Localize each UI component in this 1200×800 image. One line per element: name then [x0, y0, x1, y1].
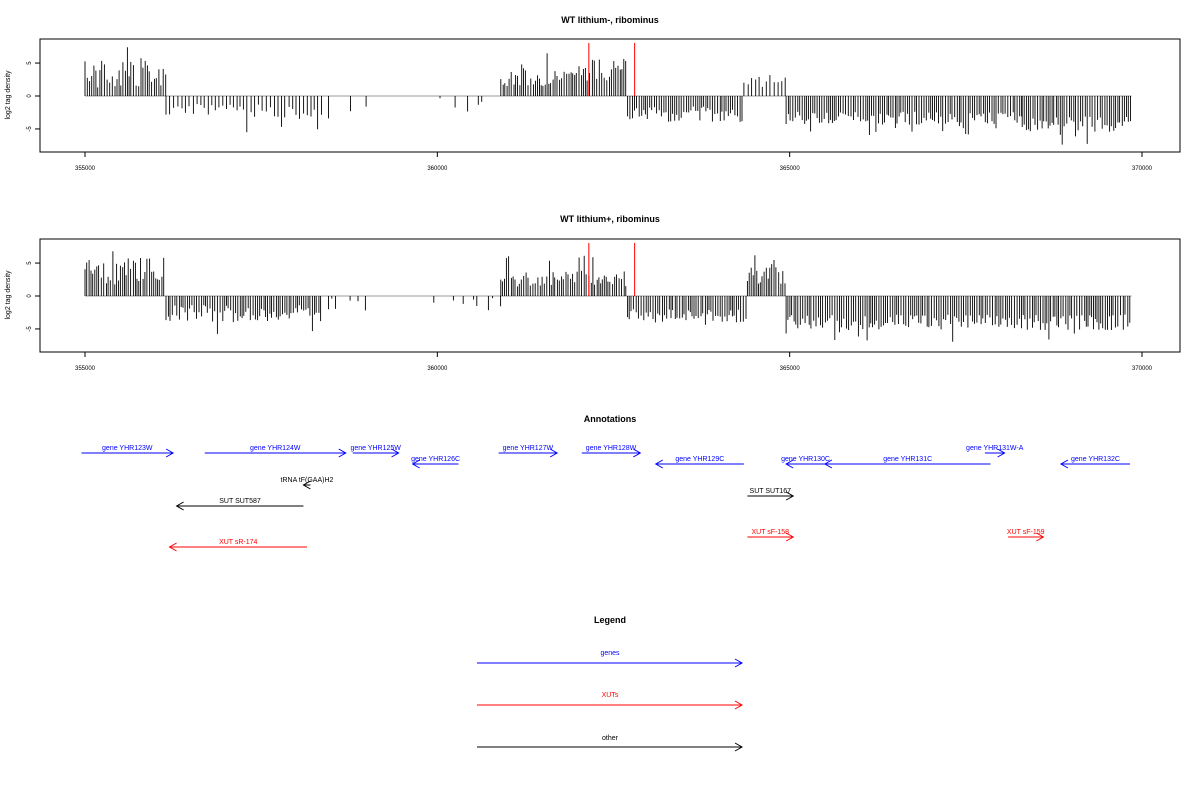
feature-sut-sut167: SUT SUT167	[747, 488, 795, 501]
x-tick-label: 370000	[1132, 366, 1153, 372]
feature-arrowhead	[165, 448, 175, 458]
y-axis-label: log2 tag density	[5, 70, 12, 120]
feature-label: SUT SUT587	[219, 498, 261, 505]
feature-xut-sf-158: XUT sF-158	[747, 529, 795, 542]
feature-trna-tf-gaa-h2: tRNA tF(GAA)H2	[281, 477, 334, 490]
y-axis-label: log2 tag density	[5, 270, 12, 320]
feature-label: gene YHR125W	[350, 445, 401, 452]
feature-arrowhead	[654, 459, 664, 469]
feature-arrowhead	[168, 542, 177, 552]
y-tick-label: 5	[27, 61, 33, 65]
panel-lithium-minus: WT lithium-, ribominus log2 tag density …	[5, 15, 1181, 172]
feature-gene-yhr123w: gene YHR123W	[81, 445, 175, 458]
feature-xut-sr-174: XUT sR-174	[168, 539, 307, 552]
x-tick-label: 360000	[427, 166, 448, 172]
bar-series	[84, 251, 1132, 342]
y-axis: -5 0 5	[27, 261, 41, 332]
feature-arrowhead	[633, 448, 642, 458]
bar-series	[84, 47, 1132, 145]
feature-gene-yhr131w-a: gene YHR131W-A	[966, 445, 1024, 458]
feature-gene-yhr129c: gene YHR129C	[654, 456, 744, 469]
highlight-lines	[588, 243, 636, 296]
y-tick-label: -5	[27, 126, 33, 132]
feature-label: XUT sF-158	[751, 529, 789, 536]
feature-label: gene YHR127W	[503, 445, 554, 452]
feature-list: gene YHR123W gene YHR124W gene YHR125W gene…	[81, 445, 1130, 552]
x-axis: 355000 360000 365000 370000	[75, 351, 1153, 372]
feature-arrowhead	[823, 459, 833, 469]
legend: Legend genes XUTs other	[477, 615, 744, 752]
highlight-lines	[588, 43, 636, 96]
feature-arrowhead	[391, 448, 400, 458]
feature-label: tRNA tF(GAA)H2	[281, 477, 334, 484]
feature-label: gene YHR131W-A	[966, 445, 1024, 452]
feature-label: gene YHR124W	[250, 445, 301, 452]
feature-gene-yhr124w: gene YHR124W	[204, 445, 347, 458]
feature-sut-sut587: SUT SUT587	[175, 498, 304, 511]
feature-arrowhead	[997, 448, 1006, 458]
feature-gene-yhr125w: gene YHR125W	[350, 445, 401, 458]
feature-label: gene YHR131C	[883, 456, 932, 463]
legend-arrowhead-xuts	[734, 700, 744, 710]
feature-arrowhead	[785, 459, 794, 469]
feature-label: XUT sF-159	[1007, 529, 1045, 536]
legend-label-xuts: XUTs	[602, 692, 619, 699]
y-tick-label: -5	[27, 326, 33, 332]
legend-label-other: other	[602, 735, 619, 742]
legend-label-genes: genes	[600, 650, 620, 657]
feature-gene-yhr130c: gene YHR130C	[781, 456, 830, 469]
feature-label: gene YHR132C	[1071, 456, 1120, 463]
feature-gene-yhr132c: gene YHR132C	[1059, 456, 1130, 469]
feature-gene-yhr126c: gene YHR126C	[411, 456, 460, 469]
legend-title: Legend	[594, 615, 626, 625]
feature-arrowhead	[785, 532, 795, 542]
feature-label: XUT sR-174	[219, 539, 257, 546]
annotations-track: Annotations gene YHR123W gene YHR124W gene…	[81, 414, 1130, 552]
panel-title: WT lithium-, ribominus	[561, 15, 659, 25]
panel-title: WT lithium+, ribominus	[560, 214, 660, 224]
y-tick-label: 5	[27, 261, 33, 265]
annotations-title: Annotations	[584, 414, 637, 424]
x-tick-label: 370000	[1132, 166, 1153, 172]
x-tick-label: 355000	[75, 166, 96, 172]
y-axis: -5 0 5	[27, 61, 41, 132]
legend-arrowhead-other	[734, 742, 744, 752]
feature-gene-yhr131c: gene YHR131C	[823, 456, 991, 469]
y-tick-label: 0	[27, 294, 33, 298]
feature-gene-yhr127w: gene YHR127W	[498, 445, 559, 458]
x-tick-label: 360000	[427, 366, 448, 372]
feature-arrowhead	[1036, 532, 1045, 542]
x-tick-label: 365000	[780, 166, 801, 172]
panel-lithium-plus: WT lithium+, ribominus log2 tag density …	[5, 214, 1181, 372]
feature-label: gene YHR129C	[675, 456, 724, 463]
feature-label: gene YHR123W	[102, 445, 153, 452]
feature-label: gene YHR130C	[781, 456, 830, 463]
feature-arrowhead	[338, 448, 347, 458]
feature-arrowhead	[785, 491, 795, 501]
feature-arrowhead	[411, 459, 420, 469]
feature-arrowhead	[175, 501, 184, 511]
legend-arrowhead-genes	[734, 658, 744, 668]
feature-label: gene YHR128W	[586, 445, 637, 452]
feature-label: SUT SUT167	[750, 488, 792, 495]
feature-arrowhead	[1059, 459, 1069, 469]
y-tick-label: 0	[27, 94, 33, 98]
feature-arrowhead	[549, 448, 559, 458]
x-tick-label: 365000	[780, 366, 801, 372]
feature-xut-sf-159: XUT sF-159	[1007, 529, 1045, 542]
x-tick-label: 355000	[75, 366, 96, 372]
feature-arrowhead	[302, 480, 311, 490]
feature-gene-yhr128w: gene YHR128W	[581, 445, 642, 458]
x-axis: 355000 360000 365000 370000	[75, 151, 1153, 172]
feature-label: gene YHR126C	[411, 456, 460, 463]
